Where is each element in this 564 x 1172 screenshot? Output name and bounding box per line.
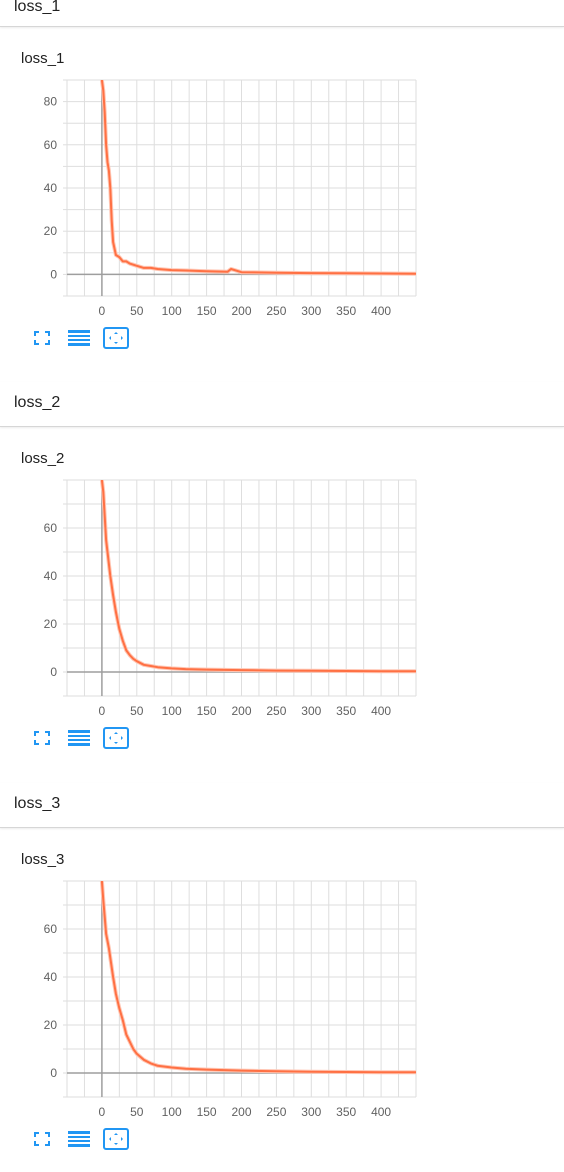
section-header[interactable]: loss_1 [0,0,564,27]
y-tick-label: 0 [50,1066,57,1080]
x-tick-label: 50 [130,304,144,318]
card-title: loss_2 [21,450,65,467]
x-tick-label: 200 [231,304,251,318]
series-line [100,881,416,1074]
x-tick-label: 100 [162,1105,182,1119]
card-title: loss_3 [21,851,65,868]
x-tick-label: 250 [266,304,286,318]
x-tick-label: 350 [336,704,356,718]
list-button[interactable] [67,1129,91,1153]
x-tick-label: 250 [266,1105,286,1119]
x-tick-label: 300 [301,1105,321,1119]
chart-toolbar [30,1127,141,1155]
x-tick-label: 50 [130,1105,144,1119]
y-tick-label: 20 [44,1018,58,1032]
x-tick-label: 300 [301,704,321,718]
x-tick-label: 50 [130,704,144,718]
x-tick-label: 150 [197,704,217,718]
y-tick-label: 20 [44,617,58,631]
x-tick-label: 350 [336,304,356,318]
x-tick-label: 150 [197,304,217,318]
section-header[interactable]: loss_3 [0,783,564,828]
x-tick-label: 400 [371,704,391,718]
fit-domain-icon [103,326,129,354]
fit-domain-button[interactable] [103,326,129,354]
card-title: loss_1 [21,50,65,67]
y-tick-label: 40 [44,970,58,984]
list-icon [68,1130,90,1152]
x-tick-label: 250 [266,704,286,718]
section-title: loss_3 [14,795,61,812]
x-tick-label: 150 [197,1105,217,1119]
x-tick-label: 200 [231,704,251,718]
x-tick-label: 350 [336,1105,356,1119]
chart[interactable]: 0 20 40 60 0 50 100 150 200 250 300 350 400 [0,880,564,1121]
y-tick-label: 0 [50,267,57,281]
y-tick-label: 60 [44,138,58,152]
list-button[interactable] [67,728,91,752]
chart[interactable]: 0 20 40 60 80 0 50 100 150 200 250 300 350 400 [0,79,564,320]
section-title: loss_1 [14,0,61,15]
fullscreen-icon [34,730,50,750]
section-title: loss_2 [14,394,61,411]
y-tick-label: 20 [44,224,58,238]
y-tick-label: 40 [44,569,58,583]
fullscreen-button[interactable] [30,728,54,752]
fullscreen-button[interactable] [30,1129,54,1153]
list-icon [68,329,90,351]
fullscreen-button[interactable] [30,328,54,352]
x-tick-label: 300 [301,304,321,318]
x-tick-label: 200 [231,1105,251,1119]
fit-domain-icon [103,726,129,754]
section-header[interactable]: loss_2 [0,382,564,427]
fit-domain-icon [103,1127,129,1155]
series-line [100,80,416,275]
chart[interactable]: 0 20 40 60 0 50 100 150 200 250 300 350 400 [0,479,564,720]
list-icon [68,729,90,751]
x-tick-label: 0 [99,304,106,318]
x-tick-label: 0 [99,1105,106,1119]
y-tick-label: 40 [44,181,58,195]
fit-domain-button[interactable] [103,1127,129,1155]
fullscreen-icon [34,330,50,350]
fit-domain-button[interactable] [103,726,129,754]
y-tick-label: 60 [44,922,58,936]
chart-toolbar [30,726,141,754]
x-tick-label: 0 [99,704,106,718]
y-tick-label: 60 [44,521,58,535]
series-line [100,480,416,673]
chart-toolbar [30,326,141,354]
x-tick-label: 100 [162,304,182,318]
list-button[interactable] [67,328,91,352]
y-tick-label: 0 [50,665,57,679]
x-tick-label: 400 [371,304,391,318]
fullscreen-icon [34,1131,50,1151]
x-tick-label: 400 [371,1105,391,1119]
x-tick-label: 100 [162,704,182,718]
y-tick-label: 80 [44,95,58,109]
